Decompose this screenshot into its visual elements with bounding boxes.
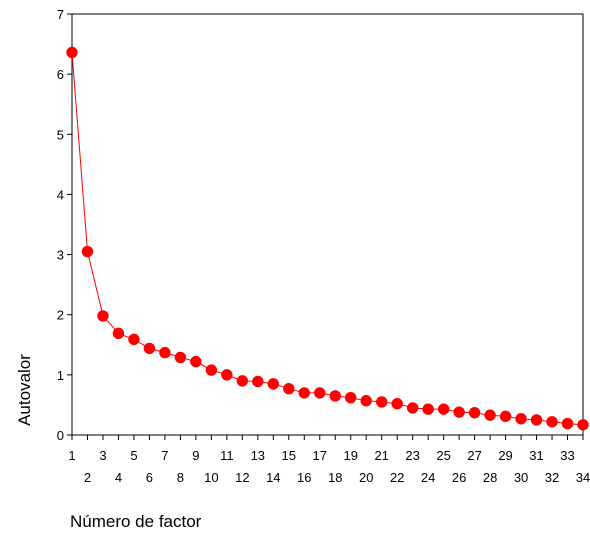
- x-tick-label: 29: [498, 448, 512, 463]
- x-tick-label: 5: [130, 448, 137, 463]
- x-tick-label: 1: [68, 448, 75, 463]
- x-tick-label: 33: [560, 448, 574, 463]
- data-point: [283, 382, 295, 395]
- data-point: [375, 396, 388, 408]
- x-tick-label: 31: [529, 448, 543, 463]
- x-tick-label: 24: [421, 470, 435, 485]
- x-tick-label: 28: [483, 470, 497, 485]
- y-tick-label: 1: [57, 368, 64, 383]
- x-tick-label: 26: [452, 470, 466, 485]
- x-tick-label: 4: [115, 470, 122, 485]
- data-point: [422, 403, 434, 415]
- data-point: [314, 387, 326, 399]
- data-point: [345, 392, 357, 404]
- data-point: [360, 395, 372, 407]
- x-tick-label: 2: [84, 470, 91, 485]
- x-tick-label: 11: [220, 448, 234, 463]
- data-point: [530, 414, 543, 426]
- x-tick-label: 17: [313, 448, 327, 463]
- y-tick-label: 7: [57, 7, 64, 22]
- data-point: [468, 407, 481, 419]
- x-tick-label: 7: [161, 448, 168, 463]
- x-tick-label: 16: [297, 470, 311, 485]
- data-point: [236, 375, 249, 387]
- y-axis-title: Autovalor: [15, 354, 34, 426]
- x-tick-label: 30: [514, 470, 528, 485]
- x-tick-label: 9: [192, 448, 199, 463]
- x-tick-label: 25: [436, 448, 450, 463]
- data-point: [499, 410, 512, 423]
- data-point: [66, 46, 78, 59]
- data-point: [221, 369, 233, 381]
- x-tick-label: 18: [328, 470, 342, 485]
- x-tick-label: 13: [251, 448, 265, 463]
- data-point: [128, 333, 140, 346]
- data-point: [143, 342, 156, 355]
- y-tick-label: 2: [57, 308, 64, 323]
- x-tick-label: 20: [359, 470, 373, 485]
- data-point: [546, 416, 558, 428]
- x-tick-label: 10: [204, 470, 218, 485]
- data-point: [97, 310, 109, 322]
- x-tick-label: 19: [343, 448, 357, 463]
- data-point: [190, 355, 202, 368]
- x-tick-label: 6: [146, 470, 153, 485]
- y-tick-label: 5: [57, 127, 64, 142]
- y-tick-label: 3: [57, 248, 64, 263]
- x-tick-label: 21: [374, 448, 388, 463]
- data-point: [205, 364, 218, 376]
- data-point: [298, 387, 310, 399]
- data-point: [515, 413, 527, 425]
- x-tick-label: 34: [576, 470, 590, 485]
- x-tick-label: 8: [177, 470, 184, 485]
- x-axis-title: Número de factor: [70, 512, 202, 531]
- series-line: [71, 52, 584, 426]
- x-tick-label: 23: [405, 448, 419, 463]
- data-point: [406, 402, 419, 414]
- x-tick-label: 14: [266, 470, 280, 485]
- y-tick-label: 6: [57, 67, 64, 82]
- data-point: [329, 390, 341, 402]
- data-point: [437, 403, 450, 415]
- x-tick-label: 12: [235, 470, 249, 485]
- data-point: [577, 419, 589, 431]
- series-layer: [66, 46, 589, 431]
- x-tick-label: 27: [467, 448, 481, 463]
- data-point: [391, 398, 403, 410]
- data-point: [159, 346, 171, 359]
- y-tick-label: 4: [57, 187, 64, 202]
- x-tick-label: 32: [545, 470, 559, 485]
- x-tick-label: 22: [390, 470, 404, 485]
- data-point: [453, 406, 465, 418]
- data-point: [112, 327, 125, 340]
- x-tick-label: 15: [282, 448, 296, 463]
- y-tick-label: 0: [57, 428, 64, 443]
- data-point: [484, 409, 496, 421]
- data-point: [174, 351, 187, 364]
- x-tick-label: 3: [99, 448, 106, 463]
- x-axis: 1234567891011121314151617181920212223242…: [68, 435, 590, 485]
- data-point: [81, 245, 94, 258]
- data-point: [561, 417, 574, 430]
- y-axis: 0 1 2 3 4 5 6 7: [57, 7, 72, 443]
- plot-frame: [71, 13, 584, 436]
- data-point: [252, 375, 264, 388]
- data-point: [267, 378, 280, 390]
